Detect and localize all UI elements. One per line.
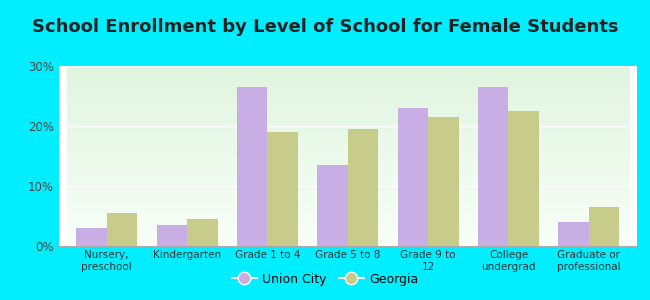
Bar <box>267 132 298 246</box>
Bar <box>76 228 107 246</box>
Legend: Union City, Georgia: Union City, Georgia <box>227 268 423 291</box>
Bar <box>187 219 218 246</box>
Bar <box>508 111 539 246</box>
Bar <box>317 165 348 246</box>
Bar <box>428 117 459 246</box>
Bar <box>398 108 428 246</box>
Bar <box>107 213 137 246</box>
Bar <box>348 129 378 246</box>
Bar <box>589 207 619 246</box>
Bar <box>558 222 589 246</box>
Bar <box>237 87 267 246</box>
Bar <box>478 87 508 246</box>
Bar <box>157 225 187 246</box>
Text: School Enrollment by Level of School for Female Students: School Enrollment by Level of School for… <box>32 18 618 36</box>
